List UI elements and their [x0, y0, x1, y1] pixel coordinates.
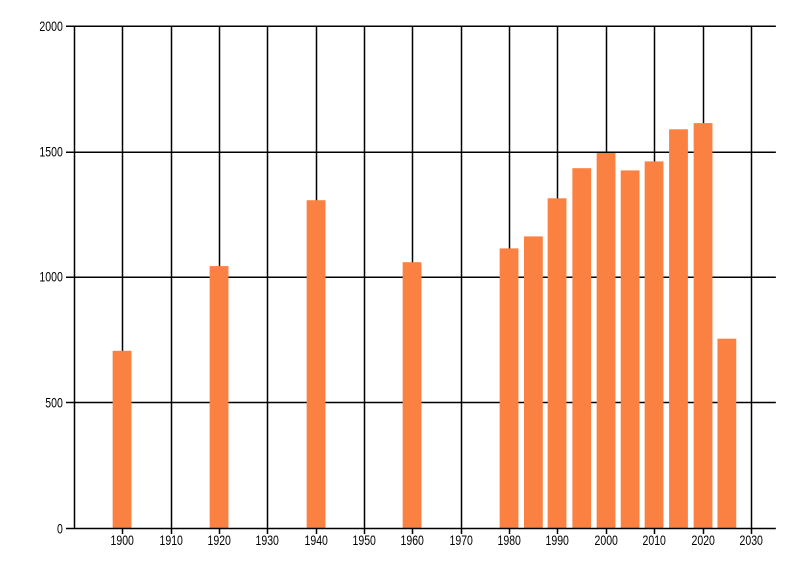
svg-text:2010: 2010	[642, 533, 666, 549]
svg-text:1970: 1970	[449, 533, 473, 549]
svg-text:1980: 1980	[497, 533, 521, 549]
svg-text:2000: 2000	[39, 19, 63, 35]
svg-text:1920: 1920	[207, 533, 231, 549]
svg-text:2020: 2020	[691, 533, 715, 549]
svg-text:1960: 1960	[400, 533, 424, 549]
svg-text:2000: 2000	[594, 533, 618, 549]
svg-text:1940: 1940	[304, 533, 328, 549]
svg-text:2030: 2030	[739, 533, 763, 549]
svg-text:1910: 1910	[159, 533, 183, 549]
svg-text:1990: 1990	[545, 533, 569, 549]
svg-text:0: 0	[57, 521, 63, 537]
svg-text:1930: 1930	[255, 533, 279, 549]
svg-text:1000: 1000	[39, 269, 63, 285]
svg-text:1500: 1500	[39, 144, 63, 160]
svg-text:1950: 1950	[352, 533, 376, 549]
svg-text:1900: 1900	[110, 533, 134, 549]
svg-text:500: 500	[45, 395, 63, 411]
